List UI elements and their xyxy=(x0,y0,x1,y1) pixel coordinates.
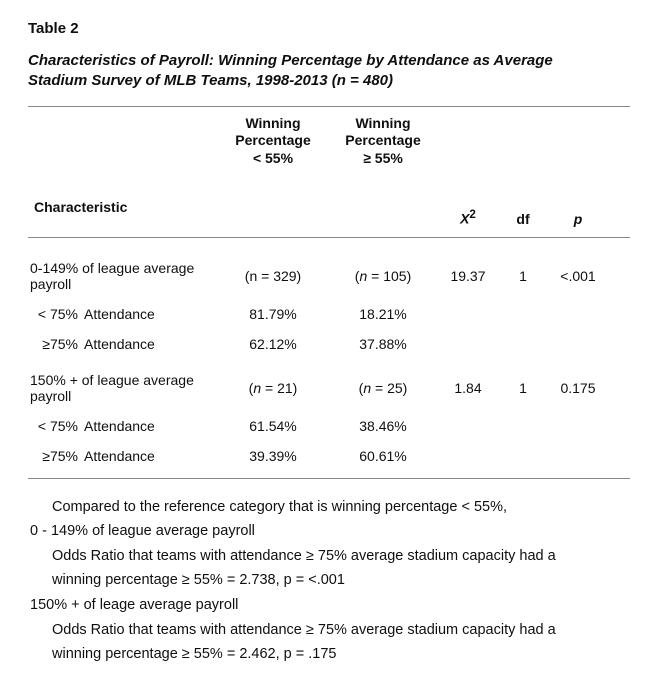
header-winpct-ge55: Winning Percentage ≥ 55% xyxy=(328,115,438,168)
row-v1: 61.54% xyxy=(218,418,328,434)
n-val: 329 xyxy=(273,268,296,284)
n-val: 105 xyxy=(383,268,406,284)
row-sign: < 75% xyxy=(28,306,84,322)
table-row: < 75% Attendance 81.79% 18.21% xyxy=(28,300,630,330)
n-mid: = xyxy=(375,380,387,396)
row-v2: 37.88% xyxy=(328,336,438,352)
table-row: ≥75% Attendance 39.39% 60.61% xyxy=(28,442,630,472)
row-label: Attendance xyxy=(84,336,218,352)
section-df: 1 xyxy=(498,380,548,396)
header-df: df xyxy=(498,211,548,229)
note-line: Odds Ratio that teams with attendance ≥ … xyxy=(28,618,630,643)
table-row: ≥75% Attendance 62.12% 37.88% xyxy=(28,330,630,360)
section-label: 0-149% of league average payroll xyxy=(28,260,218,292)
table-body: 0-149% of league average payroll (n = 32… xyxy=(28,240,630,476)
section-n1: (n = 21) xyxy=(218,380,328,396)
note-line: Compared to the reference category that … xyxy=(28,495,630,520)
row-label: Attendance xyxy=(84,448,218,464)
bottom-rule xyxy=(28,478,630,479)
section-df: 1 xyxy=(498,268,548,284)
n-pre: (n = xyxy=(245,268,273,284)
table-container: Table 2 Characteristics of Payroll: Winn… xyxy=(0,0,652,685)
header-block: Winning Percentage < 55% Winning Percent… xyxy=(28,107,630,235)
n-post: ) xyxy=(297,268,302,284)
n-post: ) xyxy=(403,380,408,396)
n-ital: n xyxy=(253,380,265,396)
n-val: 25 xyxy=(387,380,403,396)
note-line: Odds Ratio that teams with attendance ≥ … xyxy=(28,544,630,569)
section-n2: (n = 105) xyxy=(328,268,438,284)
section-chi2: 19.37 xyxy=(438,268,498,284)
section-row-payroll-150plus: 150% + of league average payroll (n = 21… xyxy=(28,360,630,412)
n-ital: n xyxy=(363,380,375,396)
section-p: <.001 xyxy=(548,268,608,284)
table-number: Table 2 xyxy=(28,20,630,37)
note-line: 0 - 149% of league average payroll xyxy=(28,519,630,544)
row-v2: 38.46% xyxy=(328,418,438,434)
table-notes: Compared to the reference category that … xyxy=(28,481,630,667)
section-label: 150% + of league average payroll xyxy=(28,372,218,404)
row-sign: ≥75% xyxy=(28,448,84,464)
header-p: p xyxy=(548,211,608,229)
n-mid: = xyxy=(265,380,277,396)
table-caption: Characteristics of Payroll: Winning Perc… xyxy=(28,51,588,92)
table-row: < 75% Attendance 61.54% 38.46% xyxy=(28,412,630,442)
n-val: 21 xyxy=(277,380,293,396)
section-row-payroll-0-149: 0-149% of league average payroll (n = 32… xyxy=(28,248,630,300)
row-sign: < 75% xyxy=(28,418,84,434)
row-v2: 18.21% xyxy=(328,306,438,322)
n-post: ) xyxy=(407,268,412,284)
n-ital: n xyxy=(359,268,371,284)
row-v1: 62.12% xyxy=(218,336,328,352)
section-n2: (n = 25) xyxy=(328,380,438,396)
header-winpct-lt55: Winning Percentage < 55% xyxy=(218,115,328,168)
row-v2: 60.61% xyxy=(328,448,438,464)
section-n1: (n = 329) xyxy=(218,268,328,284)
note-line: winning percentage ≥ 55% = 2.738, p = <.… xyxy=(28,568,630,593)
section-p: 0.175 xyxy=(548,380,608,396)
n-mid: = xyxy=(371,268,383,284)
section-chi2: 1.84 xyxy=(438,380,498,396)
note-line: winning percentage ≥ 55% = 2.462, p = .1… xyxy=(28,642,630,667)
header-chi2: X2 xyxy=(438,191,498,229)
row-sign: ≥75% xyxy=(28,336,84,352)
row-v1: 81.79% xyxy=(218,306,328,322)
chi2-sup: 2 xyxy=(469,208,475,221)
note-line: 150% + of leage average payroll xyxy=(28,593,630,618)
mid-rule xyxy=(28,237,630,238)
row-label: Attendance xyxy=(84,418,218,434)
header-characteristic: Characteristic xyxy=(28,189,218,229)
n-post: ) xyxy=(293,380,298,396)
row-v1: 39.39% xyxy=(218,448,328,464)
row-label: Attendance xyxy=(84,306,218,322)
